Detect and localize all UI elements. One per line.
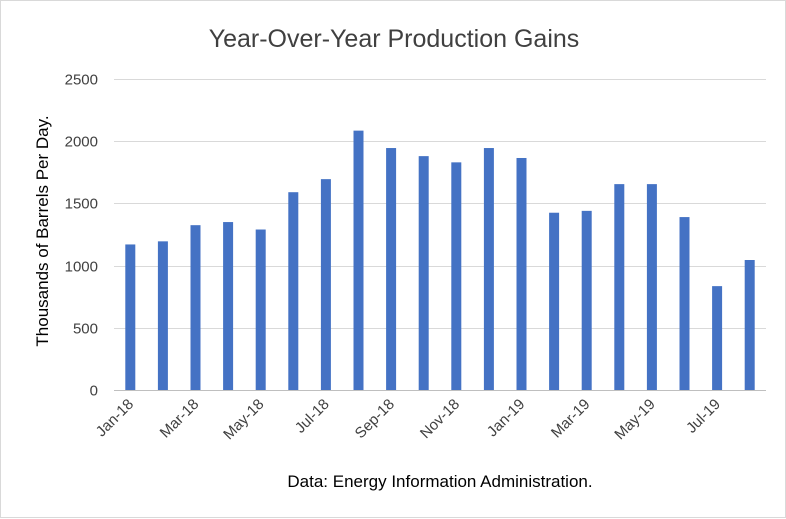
- bar-nov-18: [451, 162, 462, 390]
- x-tick-label: Nov-18: [417, 396, 463, 442]
- bar-apr-18: [223, 222, 234, 390]
- x-tick-label: May-19: [611, 396, 658, 443]
- bar-dec-18: [483, 148, 494, 390]
- x-axis-title: Data: Energy Information Administration.: [287, 472, 592, 491]
- y-tick-label: 500: [73, 321, 98, 338]
- bar-jun-18: [288, 192, 299, 390]
- y-tick-label: 1500: [65, 196, 98, 213]
- bar-jun-19: [679, 217, 690, 390]
- x-tick-label: Jul-19: [683, 396, 724, 437]
- bar-jul-18: [320, 179, 331, 390]
- gridlines: [114, 79, 766, 329]
- bar-may-19: [646, 184, 657, 390]
- y-tick-label: 0: [90, 383, 98, 400]
- bar-mar-18: [190, 225, 201, 390]
- bar-aug-18: [353, 130, 364, 390]
- x-tick-label: Jan-18: [93, 396, 137, 440]
- x-tick-label: Jul-18: [292, 396, 333, 437]
- bar-apr-19: [614, 184, 625, 390]
- bar-feb-18: [157, 241, 168, 390]
- bar-oct-18: [418, 156, 429, 390]
- y-tick-label: 2000: [65, 134, 98, 151]
- bar-jul-19: [712, 286, 723, 390]
- bar-aug-19: [744, 260, 755, 390]
- bars: [125, 130, 755, 390]
- x-axis-tick-labels: Jan-18 Mar-18 May-18 Jul-18 Sep-18 Nov-18 Jan-…: [93, 396, 724, 443]
- y-axis-title: Thousands of Barrels Per Day.: [33, 115, 52, 346]
- chart-title: Year-Over-Year Production Gains: [209, 25, 580, 53]
- x-tick-label: Mar-18: [157, 396, 203, 442]
- y-tick-label: 1000: [65, 259, 98, 276]
- y-axis-tick-labels: 0 500 1000 1500 2000 2500: [65, 72, 98, 400]
- x-tick-label: May-18: [220, 396, 267, 443]
- bar-jan-18: [125, 244, 136, 390]
- x-tick-label: Jan-19: [484, 396, 528, 440]
- bar-sep-18: [386, 148, 397, 390]
- bar-mar-19: [581, 210, 592, 390]
- bar-jan-19: [516, 157, 527, 390]
- x-tick-label: Mar-19: [548, 396, 594, 442]
- bar-feb-19: [549, 212, 560, 390]
- bar-may-18: [255, 229, 266, 390]
- x-tick-label: Sep-18: [352, 396, 398, 442]
- y-tick-label: 2500: [65, 72, 98, 89]
